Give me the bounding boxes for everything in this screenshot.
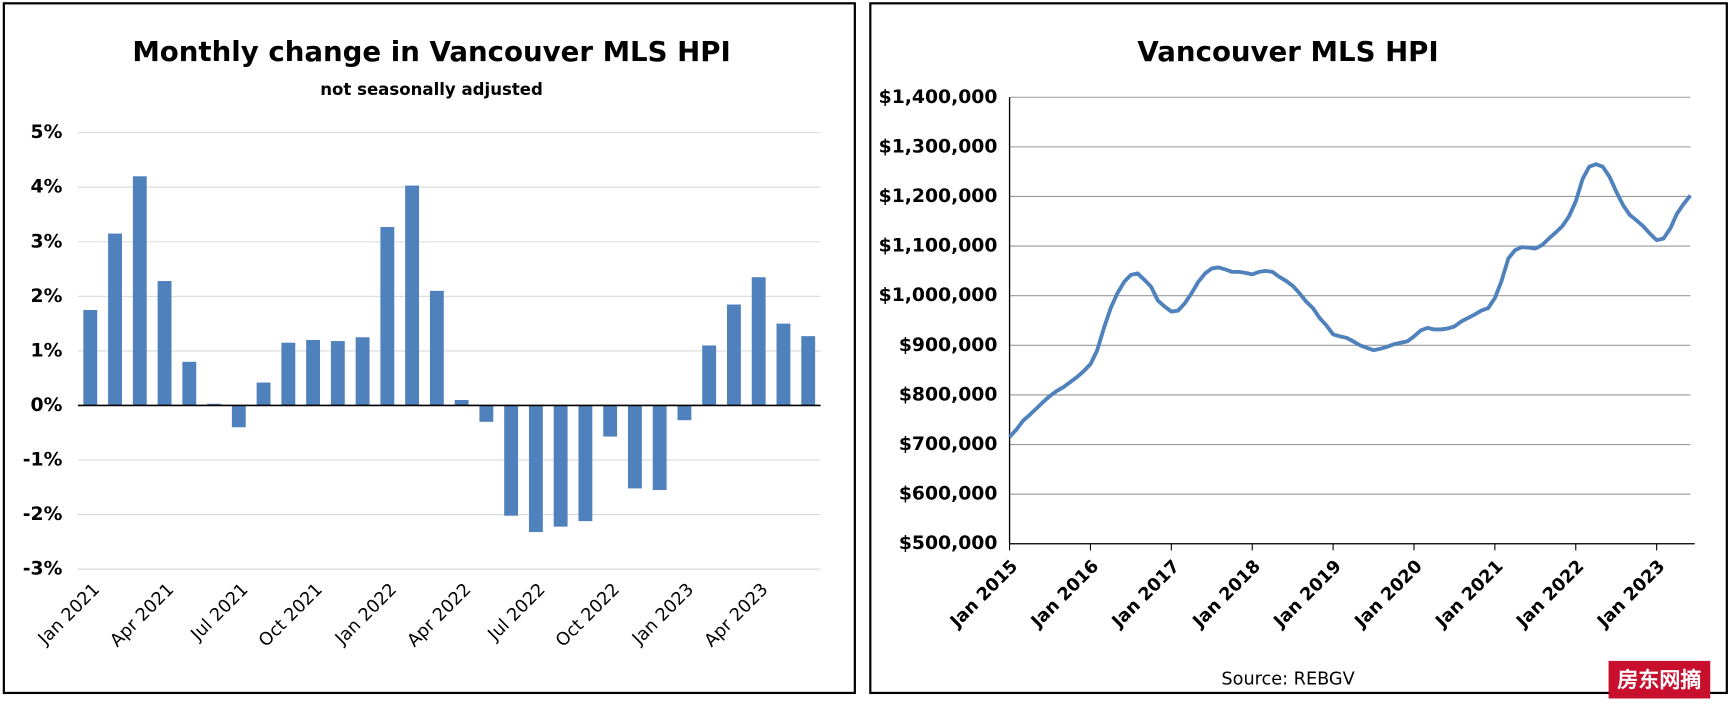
- y-tick-label: -1%: [23, 450, 63, 471]
- bar: [108, 233, 122, 406]
- y-tick-label: 1%: [31, 340, 63, 361]
- bar: [727, 304, 741, 406]
- y-tick-label: $1,300,000: [879, 136, 998, 157]
- y-tick-label: $600,000: [899, 484, 998, 505]
- y-tick-label: $900,000: [899, 335, 998, 356]
- bar: [256, 382, 271, 406]
- y-tick-label: 5%: [31, 122, 63, 143]
- right-panel: [869, 2, 1728, 695]
- watermark: 房东网摘: [1617, 668, 1701, 692]
- bar: [429, 290, 444, 406]
- bar: [182, 361, 197, 406]
- bar: [405, 185, 420, 406]
- y-tick-label: 0%: [31, 395, 63, 416]
- bar: [776, 323, 791, 406]
- source-note: Source: REBGV: [1221, 670, 1354, 690]
- y-tick-label: $1,000,000: [879, 285, 998, 306]
- bar: [504, 405, 519, 516]
- chart-subtitle: not seasonally adjusted: [320, 80, 543, 99]
- bar: [380, 227, 395, 406]
- bar: [652, 405, 667, 491]
- bar: [231, 405, 246, 428]
- chart-title: Monthly change in Vancouver MLS HPI: [132, 35, 730, 68]
- y-tick-label: 2%: [31, 286, 63, 307]
- y-tick-label: $800,000: [899, 384, 998, 405]
- chart-title: Vancouver MLS HPI: [1137, 35, 1438, 68]
- bar: [83, 309, 98, 406]
- y-tick-label: -2%: [23, 504, 63, 525]
- price-line: [1008, 162, 1692, 439]
- bar: [801, 336, 816, 406]
- bar: [677, 405, 692, 421]
- y-tick-label: -3%: [23, 559, 63, 580]
- bar: [330, 341, 345, 406]
- y-tick-label: $1,100,000: [879, 236, 998, 257]
- bar: [603, 405, 618, 437]
- y-tick-label: $700,000: [899, 434, 998, 455]
- bar: [132, 176, 147, 406]
- bar: [157, 281, 172, 406]
- bar: [454, 400, 469, 406]
- bar: [553, 405, 568, 527]
- bar: [355, 337, 370, 406]
- y-tick-label: $1,400,000: [879, 87, 998, 108]
- bar: [528, 405, 543, 533]
- y-tick-label: 3%: [31, 231, 63, 252]
- y-tick-label: $500,000: [899, 533, 998, 554]
- watermark-box: [1608, 660, 1711, 699]
- bar: [702, 345, 717, 406]
- y-tick-label: 4%: [31, 177, 63, 198]
- y-tick-label: $1,200,000: [879, 186, 998, 207]
- bar: [578, 405, 593, 522]
- bar: [479, 405, 494, 422]
- bar: [627, 405, 642, 489]
- bar: [281, 342, 296, 406]
- bar: [306, 339, 321, 406]
- bar: [751, 277, 766, 406]
